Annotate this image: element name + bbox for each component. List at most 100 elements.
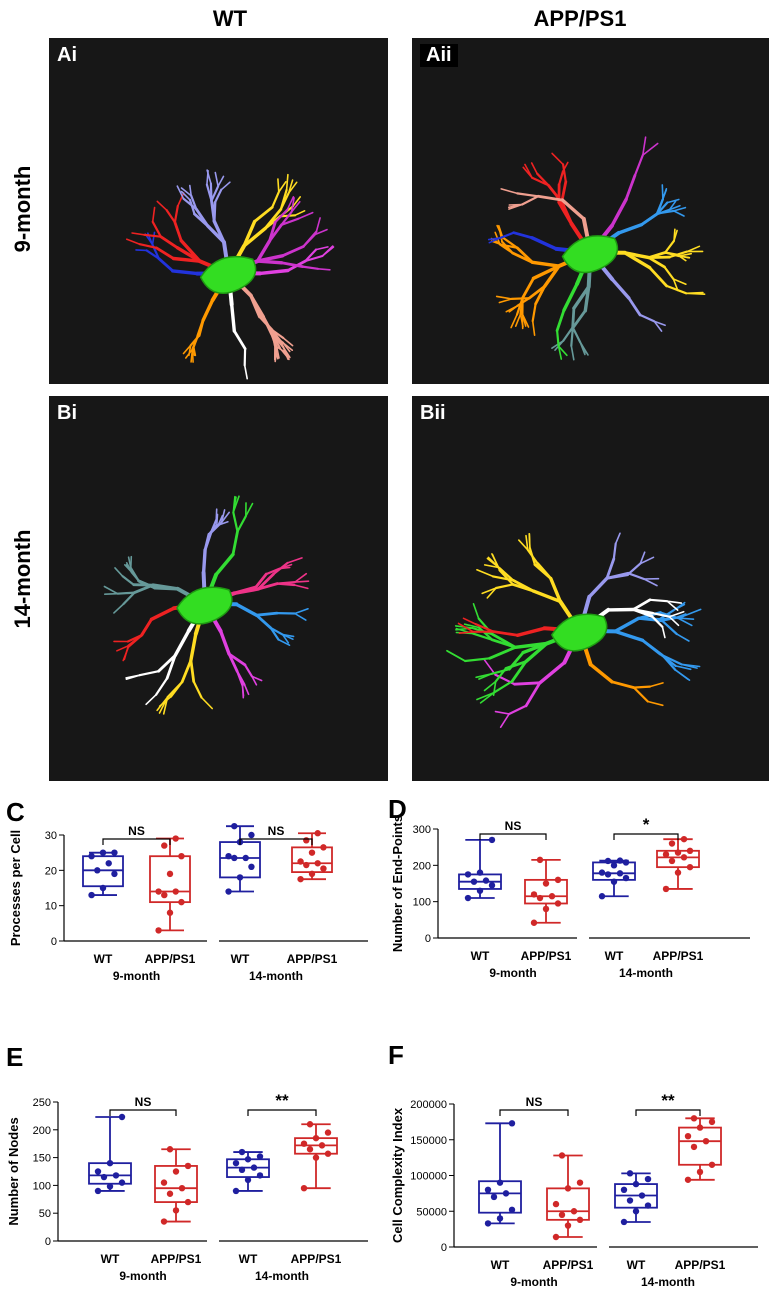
micrograph-panel-bii: Bii [412, 396, 769, 781]
process-segment [130, 555, 133, 569]
data-point [470, 878, 478, 885]
process-segment [125, 674, 141, 681]
process-segment [180, 658, 193, 684]
significance-bracket [109, 1109, 177, 1116]
timepoint-label: 9-month [489, 966, 536, 980]
process-segment [495, 295, 513, 300]
process-segment [214, 552, 235, 577]
process-branch [176, 169, 231, 276]
process-segment [213, 188, 223, 204]
y-tick-label: 150000 [410, 1135, 447, 1147]
data-point [238, 1148, 246, 1156]
process-branch [457, 617, 582, 638]
data-point [184, 1198, 192, 1206]
data-point [232, 1159, 240, 1167]
data-point [690, 1115, 698, 1122]
data-point [303, 861, 310, 869]
process-segment [280, 210, 293, 226]
y-tick-label: 200000 [410, 1099, 447, 1111]
process-segment [232, 511, 239, 533]
process-segment [571, 326, 582, 344]
process-segment [663, 265, 675, 281]
x-tick-label: WT [471, 949, 490, 963]
process-segment [668, 250, 689, 259]
process-segment [243, 364, 248, 380]
process-segment [510, 660, 528, 683]
y-tick-label: 250 [33, 1097, 51, 1109]
data-point [248, 863, 255, 870]
data-point [155, 888, 162, 895]
process-segment [486, 587, 497, 599]
process-segment [504, 660, 528, 670]
box-iqr [678, 1126, 722, 1166]
data-point [320, 865, 327, 872]
process-segment [220, 181, 231, 191]
process-segment [518, 539, 529, 551]
process-segment [570, 344, 575, 361]
row-header-14-month: 14-month [10, 529, 35, 629]
process-segment [127, 634, 143, 648]
process-segment [633, 153, 644, 177]
process-segment [511, 578, 535, 593]
process-segment [673, 229, 678, 242]
process-segment [229, 302, 237, 333]
significance-label: NS [135, 1095, 152, 1109]
process-segment [498, 243, 514, 255]
data-point [166, 1190, 174, 1197]
process-segment [261, 315, 274, 336]
process-segment [494, 583, 515, 590]
process-segment [571, 306, 576, 329]
process-segment [157, 653, 177, 673]
process-segment [201, 298, 215, 322]
process-segment [488, 645, 517, 660]
process-segment [643, 578, 658, 587]
data-point [632, 1208, 640, 1215]
significance-label: ** [661, 1091, 675, 1110]
process-segment [616, 222, 644, 235]
micrograph-panel-ai: Ai [49, 38, 388, 384]
x-tick-label: WT [101, 1252, 120, 1266]
chart-f: 0 50000 100000 150000 200000 Cell Complexity … [390, 1045, 780, 1300]
process-segment [243, 663, 253, 678]
data-point [308, 870, 316, 878]
process-branch [588, 184, 687, 255]
data-point [300, 1184, 308, 1192]
process-segment [499, 713, 510, 729]
process-segment [492, 680, 497, 697]
process-segment [113, 603, 125, 614]
process-segment [175, 246, 202, 263]
process-segment [138, 670, 160, 677]
y-tick-label: 100000 [410, 1171, 447, 1183]
x-tick-label: APP/PS1 [521, 949, 572, 963]
process-segment [557, 345, 563, 360]
process-segment [483, 680, 497, 692]
process-segment [242, 219, 257, 248]
process-segment [145, 693, 157, 706]
data-point [610, 878, 618, 885]
data-point [244, 1176, 252, 1184]
box-iqr [154, 1165, 198, 1203]
process-segment [613, 616, 641, 634]
y-tick-label: 200 [413, 860, 431, 872]
process-segment [498, 228, 503, 243]
process-segment [632, 685, 651, 689]
data-point [250, 1164, 258, 1171]
process-segment [277, 178, 280, 193]
box-group [149, 835, 191, 934]
process-segment [642, 142, 659, 156]
box-group [294, 1121, 338, 1192]
process-segment [212, 219, 226, 245]
data-point [178, 1184, 186, 1192]
panel-letter-f: F [388, 1040, 404, 1070]
process-segment [476, 569, 494, 578]
process-segment [483, 564, 500, 569]
process-segment [672, 278, 687, 285]
process-segment [685, 291, 704, 295]
process-segment [156, 696, 169, 712]
data-point [160, 1179, 168, 1186]
data-point [620, 1218, 628, 1226]
process-segment [255, 613, 273, 630]
x-tick-label: WT [239, 1252, 258, 1266]
process-segment [301, 265, 319, 270]
data-point [484, 1220, 492, 1227]
